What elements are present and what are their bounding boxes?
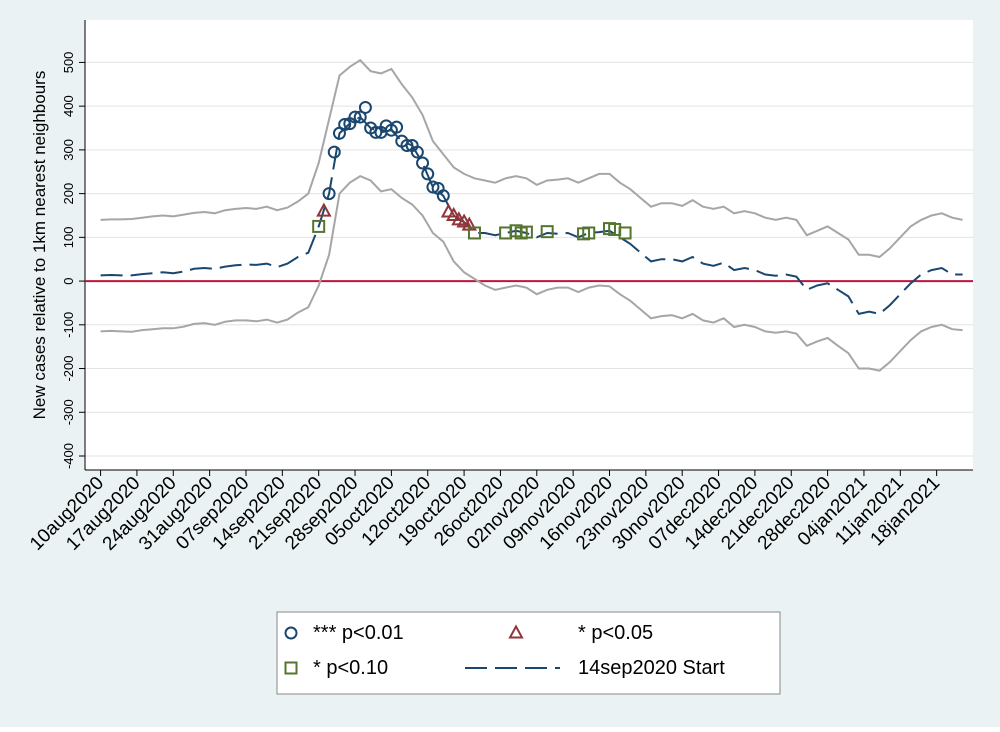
marker	[316, 202, 332, 217]
marker	[322, 187, 336, 201]
y-tick-label: -200	[61, 356, 76, 382]
marker	[582, 226, 596, 240]
line-series	[100, 115, 963, 316]
marker	[369, 125, 383, 139]
marker	[467, 226, 481, 240]
y-tick-label: 100	[61, 226, 76, 248]
marker	[446, 206, 462, 221]
legend-label: *** p<0.01	[313, 622, 404, 644]
y-tick-label: 0	[61, 277, 76, 284]
plot-area	[85, 20, 973, 470]
marker	[400, 139, 414, 153]
legend-symbol	[284, 661, 298, 675]
marker	[540, 225, 554, 239]
marker	[436, 189, 450, 203]
legend-box	[276, 611, 781, 695]
marker	[410, 145, 424, 159]
y-tick-label: 400	[61, 95, 76, 117]
marker	[353, 110, 367, 124]
marker	[390, 120, 404, 134]
line-series	[100, 58, 963, 259]
marker	[327, 145, 341, 159]
marker	[426, 180, 440, 194]
y-axis-label: New cases relative to 1km nearest neighb…	[30, 71, 49, 420]
marker	[519, 225, 533, 239]
marker	[416, 156, 430, 170]
marker	[421, 167, 435, 181]
marker	[338, 118, 352, 132]
line-series	[100, 174, 963, 372]
marker	[348, 110, 362, 124]
legend-label: * p<0.05	[578, 622, 653, 644]
y-tick-label: -400	[61, 443, 76, 469]
legend-symbol	[284, 626, 298, 640]
y-tick-label: 200	[61, 183, 76, 205]
marker	[358, 100, 372, 114]
legend-symbol	[508, 624, 524, 639]
legend-label: 14sep2020 Start	[578, 657, 725, 679]
y-tick-label: 300	[61, 139, 76, 161]
marker	[312, 219, 326, 233]
y-tick-label: 500	[61, 52, 76, 74]
marker	[618, 226, 632, 240]
y-tick-label: -100	[61, 312, 76, 338]
y-tick-label: -300	[61, 399, 76, 425]
legend-label: * p<0.10	[313, 657, 388, 679]
